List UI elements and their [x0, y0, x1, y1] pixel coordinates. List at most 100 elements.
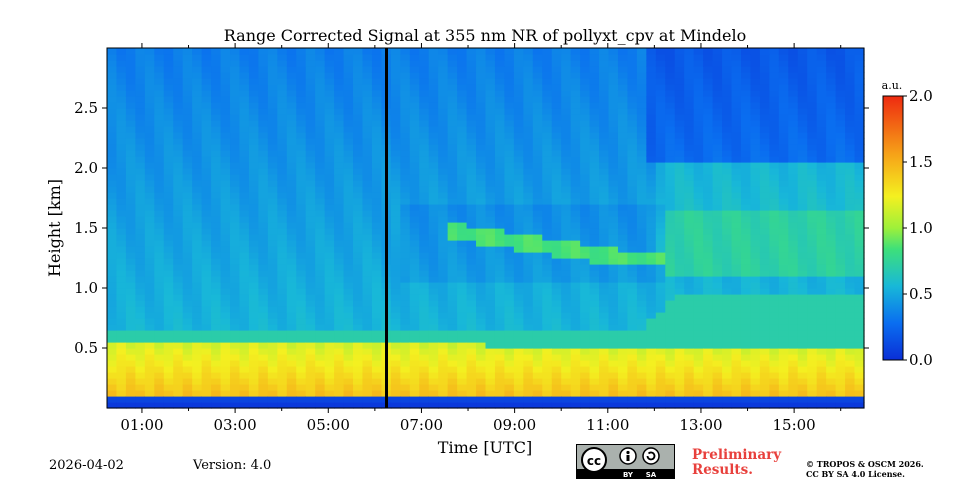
heatmap-cell: [769, 348, 780, 355]
heatmap-cell: [447, 60, 458, 67]
heatmap-cell: [494, 180, 506, 187]
heatmap-cell: [343, 288, 354, 295]
heatmap-cell: [258, 300, 269, 307]
heatmap-cell: [277, 102, 288, 109]
heatmap-cell: [532, 174, 543, 181]
heatmap-cell: [362, 318, 373, 325]
heatmap-cell: [154, 48, 165, 55]
heatmap-cell: [409, 210, 420, 217]
heatmap-cell: [845, 270, 856, 277]
heatmap-cell: [220, 252, 231, 259]
heatmap-cell: [646, 144, 657, 151]
heatmap-cell: [769, 48, 780, 55]
heatmap-cell: [769, 60, 780, 67]
heatmap-cell: [816, 120, 827, 127]
heatmap-cell: [636, 384, 647, 391]
heatmap-cell: [740, 246, 752, 253]
heatmap-cell: [494, 168, 506, 175]
heatmap-cell: [788, 300, 799, 307]
heatmap-cell: [305, 384, 316, 391]
heatmap-cell: [447, 108, 458, 115]
heatmap-cell: [296, 264, 307, 271]
heatmap-cell: [400, 210, 411, 217]
heatmap-cell: [759, 330, 770, 337]
heatmap-cell: [296, 288, 307, 295]
heatmap-cell: [296, 240, 307, 247]
heatmap-cell: [428, 210, 439, 217]
heatmap-cell: [665, 102, 676, 109]
heatmap-cell: [684, 84, 695, 91]
heatmap-cell: [324, 120, 335, 127]
heatmap-cell: [513, 360, 524, 367]
heatmap-cell: [655, 90, 666, 97]
heatmap-cell: [201, 294, 212, 301]
heatmap-cell: [409, 132, 420, 139]
heatmap-cell: [230, 330, 241, 337]
heatmap-cell: [674, 132, 685, 139]
heatmap-cell: [154, 132, 165, 139]
heatmap-cell: [504, 330, 515, 337]
heatmap-cell: [116, 366, 127, 373]
heatmap-cell: [826, 360, 837, 367]
heatmap-cell: [731, 132, 742, 139]
heatmap-cell: [655, 294, 666, 301]
heatmap-cell: [608, 264, 619, 271]
heatmap-cell: [324, 144, 335, 151]
heatmap-cell: [438, 264, 449, 271]
heatmap-cell: [608, 126, 619, 133]
heatmap-cell: [107, 402, 118, 409]
heatmap-cell: [845, 390, 856, 397]
heatmap-cell: [371, 222, 383, 229]
heatmap-cell: [797, 84, 808, 91]
heatmap-cell: [144, 192, 155, 199]
heatmap-cell: [826, 252, 837, 259]
heatmap-cell: [816, 132, 827, 139]
heatmap-cell: [163, 156, 174, 163]
heatmap-cell: [570, 366, 581, 373]
heatmap-cell: [239, 276, 250, 283]
heatmap-cell: [457, 342, 468, 349]
heatmap-cell: [523, 336, 534, 343]
heatmap-cell: [674, 240, 685, 247]
heatmap-cell: [797, 48, 808, 55]
heatmap-cell: [854, 222, 865, 229]
heatmap-cell: [797, 234, 808, 241]
heatmap-cell: [125, 90, 136, 97]
heatmap-cell: [286, 342, 297, 349]
heatmap-cell: [740, 168, 752, 175]
heatmap-cell: [504, 378, 515, 385]
heatmap-cell: [409, 66, 420, 73]
heatmap-cell: [646, 78, 657, 85]
heatmap-cell: [504, 252, 515, 259]
heatmap-cell: [816, 114, 827, 121]
heatmap-cell: [636, 66, 647, 73]
heatmap-cell: [277, 216, 288, 223]
heatmap-cell: [182, 54, 193, 61]
heatmap-cell: [674, 228, 685, 235]
heatmap-cell: [173, 252, 184, 259]
heatmap-cell: [693, 396, 704, 403]
heatmap-cell: [371, 126, 383, 133]
heatmap-cell: [277, 282, 288, 289]
heatmap-cell: [343, 138, 354, 145]
heatmap-cell: [617, 312, 629, 319]
heatmap-cell: [466, 174, 477, 181]
heatmap-cell: [419, 90, 430, 97]
heatmap-cell: [305, 396, 316, 403]
heatmap-cell: [684, 246, 695, 253]
heatmap-cell: [655, 180, 666, 187]
heatmap-cell: [684, 234, 695, 241]
heatmap-cell: [617, 84, 629, 91]
heatmap-cell: [655, 300, 666, 307]
heatmap-cell: [608, 360, 619, 367]
heatmap-cell: [201, 366, 212, 373]
heatmap-cell: [116, 348, 127, 355]
heatmap-cell: [769, 288, 780, 295]
heatmap-cell: [390, 144, 401, 151]
heatmap-cell: [845, 210, 856, 217]
heatmap-cell: [807, 60, 818, 67]
heatmap-cell: [722, 354, 733, 361]
heatmap-cell: [816, 252, 827, 259]
heatmap-cell: [409, 348, 420, 355]
cc-license-badge[interactable]: cc BY SA: [576, 444, 675, 479]
